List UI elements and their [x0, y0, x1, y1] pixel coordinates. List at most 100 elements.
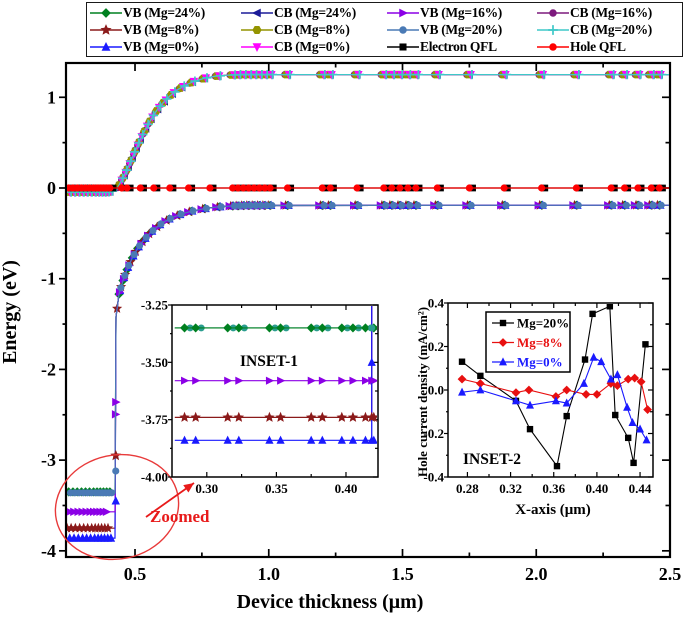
triangle-up-marker	[223, 435, 232, 444]
legend-label: CB (Mg=8%)	[274, 21, 350, 37]
circle-marker	[467, 201, 475, 209]
circle-marker	[135, 242, 144, 250]
triangle-up-marker	[526, 400, 534, 409]
generated-chart-content: 0.5 1.0 1.5 2.0 2.5 1 0 -1 -2 -3 -4 0.30 0.35 0.40 -3.…	[41, 61, 681, 584]
square-marker	[553, 462, 561, 470]
legend-label: VB (Mg=24%)	[123, 4, 206, 20]
triangle-right-marker	[318, 376, 328, 385]
plus-marker	[649, 69, 659, 80]
circle-marker	[149, 226, 157, 235]
triangle-up-marker	[606, 374, 615, 383]
plus-marker	[190, 76, 200, 86]
circle-marker	[117, 284, 125, 292]
cb-mg-0-marker-icon	[241, 42, 273, 52]
circle-marker	[166, 184, 174, 192]
circle-marker	[261, 184, 269, 192]
diamond-marker	[317, 323, 327, 333]
circle-marker	[236, 202, 244, 210]
legend-item-vb-mg-20: VB (Mg=20%)	[386, 21, 536, 38]
triangle-right-marker	[102, 507, 112, 517]
plus-marker	[170, 87, 180, 97]
cb-mg-8-marker-icon	[241, 25, 273, 34]
series-cb-mg-20	[67, 69, 669, 197]
plus-marker	[138, 129, 148, 140]
inset1-spike-marker	[366, 411, 377, 422]
circle-marker	[285, 201, 293, 210]
vb-mg-16-marker-icon	[387, 8, 419, 17]
circle-marker	[396, 184, 404, 192]
square-marker	[563, 412, 570, 420]
circle-marker	[574, 201, 582, 209]
circle-marker	[388, 184, 396, 192]
triangle-up-marker	[589, 352, 598, 361]
plus-marker	[267, 69, 278, 80]
legend-marker-glyph	[399, 25, 407, 34]
circle-marker	[406, 201, 414, 209]
plus-marker	[435, 69, 445, 80]
circle-marker	[150, 184, 158, 192]
plus-marker	[126, 156, 136, 166]
diamond-marker	[276, 323, 286, 333]
vb-mg-24-marker-icon	[90, 7, 122, 18]
legend-item-vb-mg-0: VB (Mg=0%)	[89, 38, 240, 55]
triangle-right-marker	[70, 507, 79, 517]
triangle-up-marker	[318, 435, 327, 444]
y-tick-label: 0.0	[428, 383, 444, 398]
triangle-right-marker	[181, 376, 190, 385]
star-marker	[179, 411, 190, 422]
triangle-up-marker	[562, 398, 571, 407]
series-vb-mg-20	[67, 201, 669, 497]
inset1-spike-marker	[368, 376, 377, 385]
circle-marker	[142, 233, 150, 241]
triangle-up-marker	[180, 435, 189, 444]
triangle-right-marker	[361, 376, 371, 385]
plus-marker	[539, 69, 549, 80]
vb-mg-0-marker-icon	[90, 41, 122, 51]
hole-qfl-marker-icon	[537, 42, 569, 51]
circle-marker	[326, 184, 334, 192]
inset2-legend-label: Mg=8%	[517, 335, 563, 350]
y-tick-label: -3	[41, 450, 56, 470]
circle-marker	[130, 250, 138, 259]
electron-qfl-marker-icon	[387, 42, 419, 51]
circle-marker	[239, 184, 247, 192]
circle-marker	[657, 201, 665, 209]
x-tick-label: 0.36	[542, 481, 565, 496]
inset2-plot: 0.28 0.32 0.36 0.40 0.44 0.4 0.2 0.0 -0.2 -0.4 Mg=…	[423, 296, 654, 496]
circle-marker	[649, 201, 657, 209]
circle-marker	[435, 201, 443, 209]
diamond-marker	[581, 389, 591, 399]
triangle-up-marker	[636, 424, 645, 433]
triangle-up-marker	[628, 418, 637, 427]
diamond-marker	[636, 377, 646, 387]
transition-marker	[112, 467, 120, 475]
plus-marker	[162, 94, 172, 104]
legend-marker-glyph	[252, 42, 262, 52]
series-hole-qfl	[67, 184, 669, 192]
diamond-marker	[191, 323, 201, 333]
circle-marker	[320, 201, 328, 210]
diamond-marker	[306, 323, 316, 333]
square-marker	[612, 411, 619, 419]
circle-marker	[634, 184, 642, 192]
legend-item-hole-qfl: Hole QFL	[536, 38, 680, 55]
y-tick-label: -2	[41, 359, 56, 379]
circle-marker	[382, 201, 390, 209]
inset2-series-mg-8	[457, 373, 652, 414]
inset1-series-vb-mg-16	[174, 376, 377, 385]
circle-marker	[266, 184, 274, 192]
main-y-axis-label: Energy (eV)	[0, 260, 21, 364]
circle-marker	[108, 489, 116, 497]
circle-marker	[125, 261, 133, 270]
diamond-marker	[264, 323, 274, 333]
circle-marker	[217, 203, 225, 211]
y-tick-label: -0.4	[423, 470, 444, 485]
legend-label: CB (Mg=0%)	[274, 38, 350, 54]
circle-marker	[414, 201, 422, 209]
x-tick-label: 0.35	[265, 481, 288, 496]
diamond-marker	[643, 405, 652, 414]
circle-marker	[245, 184, 253, 192]
circle-marker	[620, 184, 629, 192]
inset1-series-vb-mg-0	[174, 435, 377, 444]
